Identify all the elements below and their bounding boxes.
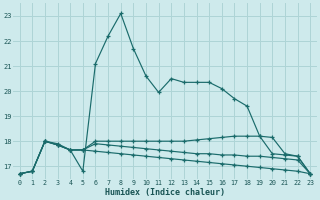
- X-axis label: Humidex (Indice chaleur): Humidex (Indice chaleur): [105, 188, 225, 197]
